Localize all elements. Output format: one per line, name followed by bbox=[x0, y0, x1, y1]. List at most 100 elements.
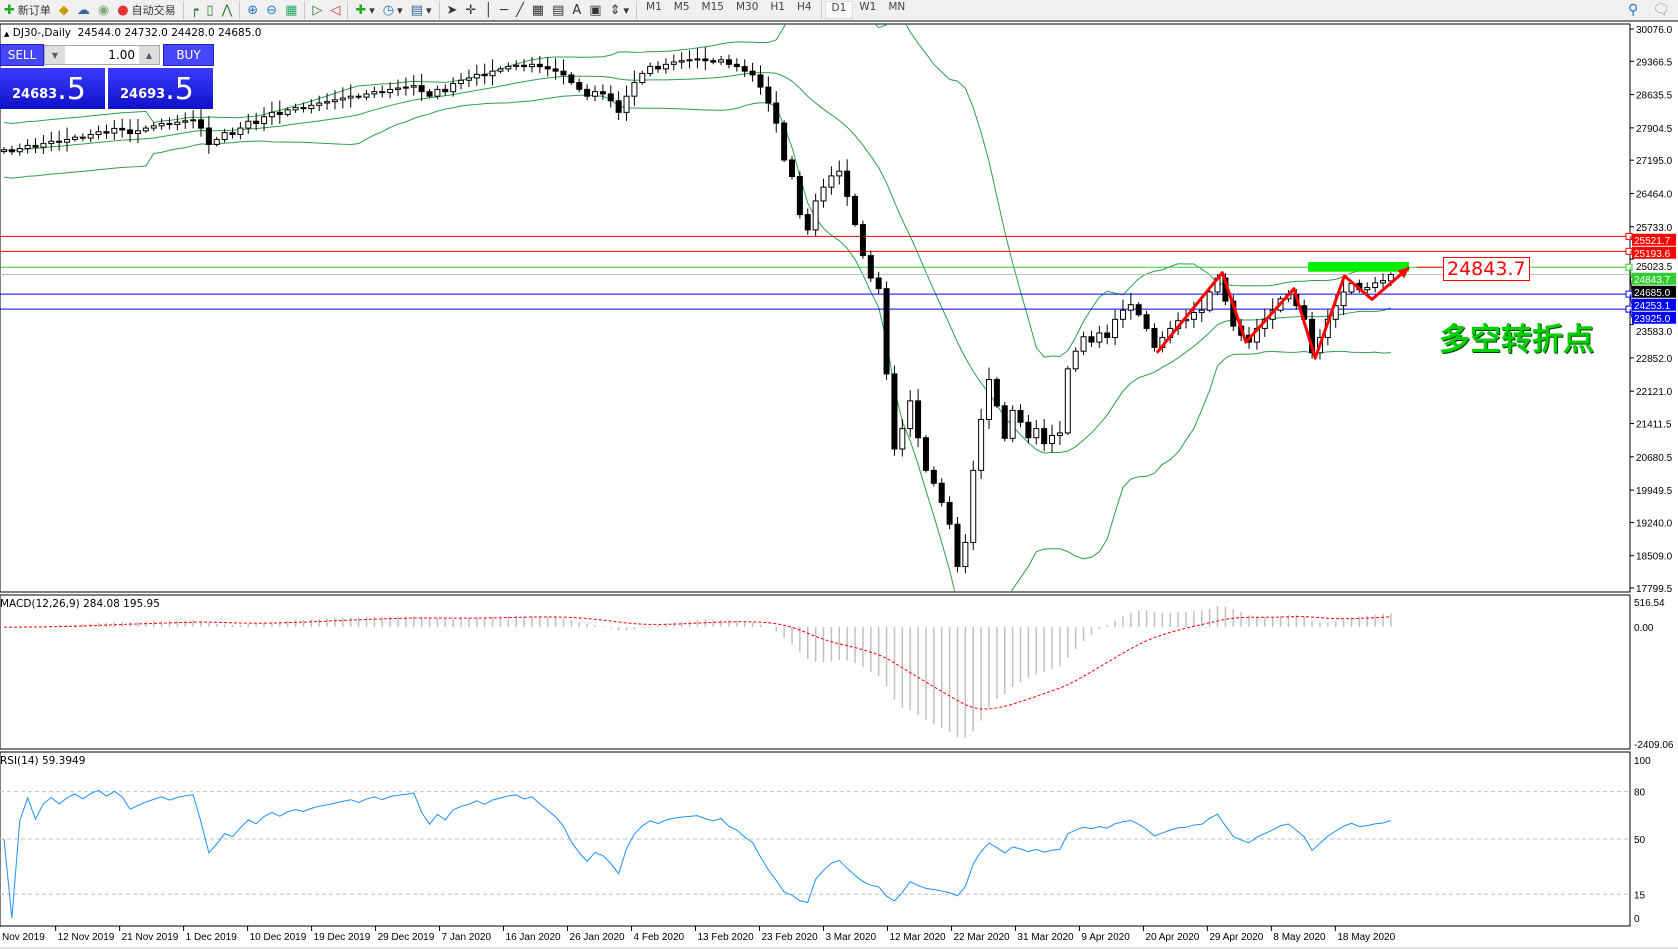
indicators-button[interactable]: ✚ ▾ bbox=[355, 2, 375, 18]
candle bbox=[662, 58, 669, 74]
line-chart-button[interactable]: ⋀ bbox=[218, 0, 237, 20]
candle-body bbox=[142, 127, 149, 132]
candle-body bbox=[765, 86, 772, 104]
candle-body bbox=[150, 125, 157, 129]
candle-body bbox=[1049, 434, 1056, 445]
candle bbox=[1096, 325, 1103, 348]
sell-button[interactable]: SELL bbox=[0, 44, 44, 66]
template-icon: ▤ bbox=[410, 2, 423, 18]
candle bbox=[1143, 310, 1150, 332]
candle bbox=[379, 85, 386, 98]
candle bbox=[442, 84, 449, 96]
horizontal-line-button[interactable]: ─ bbox=[496, 0, 512, 20]
signal-icon: ◉ bbox=[97, 2, 110, 18]
candle bbox=[615, 91, 622, 121]
candle bbox=[473, 64, 480, 86]
date-axis-label: 29 Dec 2019 bbox=[378, 932, 435, 943]
timeframe-m30[interactable]: M30 bbox=[735, 1, 759, 13]
candle-body bbox=[576, 82, 583, 90]
candle bbox=[702, 47, 709, 71]
toolbar-right: ⚲ 🗨 bbox=[1628, 2, 1670, 18]
candle bbox=[32, 138, 39, 154]
crosshair-icon: ✛ bbox=[465, 2, 477, 18]
buy-button[interactable]: BUY bbox=[163, 44, 214, 66]
zoom-in-button[interactable]: ⊕ bbox=[243, 0, 262, 20]
signals-button[interactable]: ◉ bbox=[94, 0, 113, 20]
date-axis-label: 12 Nov 2019 bbox=[58, 932, 115, 943]
timeframe-mn[interactable]: MN bbox=[888, 1, 906, 13]
equidistant-channel-button[interactable]: ▦ bbox=[528, 0, 548, 20]
timeframe-h4[interactable]: H4 bbox=[796, 1, 812, 13]
price-level-tag-text: 23925.0 bbox=[1634, 314, 1671, 325]
high-value: 24732.0 bbox=[124, 27, 168, 39]
tile-icon: ▦ bbox=[285, 2, 298, 18]
fibonacci-button[interactable]: ▤ bbox=[548, 0, 568, 20]
candlestick-button[interactable]: ▯ bbox=[202, 0, 217, 20]
sell-price[interactable]: 24683.5 bbox=[0, 68, 105, 109]
separator bbox=[438, 1, 440, 19]
candle-body bbox=[662, 63, 669, 70]
bollinger-mid-band bbox=[3, 72, 1392, 454]
crosshair-button[interactable]: ✛ bbox=[461, 0, 480, 20]
candle bbox=[213, 136, 220, 147]
candle-body bbox=[292, 107, 299, 111]
candle bbox=[79, 133, 86, 142]
auto-trading-button[interactable]: ● 自动交易 bbox=[113, 0, 179, 20]
timeframe-m1[interactable]: M1 bbox=[646, 1, 662, 13]
navigator-button[interactable]: ☁ bbox=[73, 0, 94, 20]
tag-connector bbox=[1629, 294, 1633, 305]
search-icon[interactable]: ⚲ bbox=[1627, 2, 1639, 18]
candle bbox=[623, 85, 630, 121]
candle-body bbox=[316, 102, 323, 106]
candle bbox=[182, 112, 189, 129]
candle-body bbox=[820, 186, 827, 202]
periods-button[interactable]: ◷ ▾ bbox=[382, 2, 403, 18]
trendline-button[interactable]: ╱ bbox=[512, 0, 528, 20]
timeframe-h1[interactable]: H1 bbox=[770, 1, 785, 13]
candle bbox=[284, 107, 291, 117]
timeframe-m15[interactable]: M15 bbox=[701, 1, 724, 13]
candle bbox=[205, 116, 212, 154]
price-level-tag bbox=[1632, 246, 1676, 259]
auto-scroll-button[interactable]: ▷ bbox=[308, 0, 326, 20]
candle bbox=[875, 271, 882, 294]
zoom-out-button[interactable]: ⊖ bbox=[262, 0, 281, 20]
templates-button[interactable]: ▤ ▾ bbox=[410, 2, 432, 18]
market-watch-button[interactable]: ◆ bbox=[55, 0, 73, 20]
candle bbox=[489, 59, 496, 86]
level-annotation-box[interactable]: 24843.7 bbox=[1443, 257, 1530, 281]
candle bbox=[521, 59, 528, 72]
increase-lot-button[interactable]: ▲ bbox=[139, 46, 159, 64]
date-axis-label: 18 May 2020 bbox=[1337, 932, 1395, 943]
turning-point-annotation[interactable]: 多空转折点 bbox=[1439, 322, 1594, 358]
price-level-tag bbox=[1632, 233, 1676, 246]
decrease-lot-button[interactable]: ▼ bbox=[45, 46, 65, 64]
arrows-button[interactable]: ⇕ ▾ bbox=[609, 2, 630, 18]
macd-panel-frame bbox=[0, 594, 1631, 750]
candle-body bbox=[1387, 273, 1394, 282]
candle bbox=[1135, 301, 1142, 317]
candle bbox=[395, 79, 401, 97]
chart-shift-button[interactable]: ◁ bbox=[326, 0, 344, 20]
new-order-button[interactable]: ✚ 新订单 bbox=[0, 0, 55, 20]
tile-windows-button[interactable]: ▦ bbox=[281, 0, 301, 20]
text-label-button[interactable]: ▣ bbox=[585, 0, 605, 20]
vertical-line-button[interactable]: │ bbox=[480, 0, 496, 20]
candle-body bbox=[718, 59, 725, 63]
candle-body bbox=[962, 541, 969, 568]
bar-chart-button[interactable]: ┍ bbox=[187, 0, 203, 20]
text-button[interactable]: A bbox=[568, 0, 585, 20]
chart-header: ▲ DJ30-,Daily 24544.0 24732.0 24428.0 24… bbox=[4, 27, 261, 39]
price-axis-label: 18509.0 bbox=[1636, 552, 1673, 563]
timeframe-m5[interactable]: M5 bbox=[673, 1, 690, 13]
timeframe-w1[interactable]: W1 bbox=[859, 1, 877, 13]
lot-size-input[interactable] bbox=[65, 48, 139, 62]
timeframe-bar: M1 M5 M15 M30 H1 H4 D1 W1 MN bbox=[640, 1, 911, 19]
timeframe-d1[interactable]: D1 bbox=[824, 1, 854, 19]
buy-price[interactable]: 24693.5 bbox=[108, 68, 213, 109]
collapse-arrow-icon[interactable]: ▲ bbox=[4, 30, 10, 38]
cursor-button[interactable]: ➤ bbox=[443, 0, 462, 20]
rsi-label: RSI(14) 59.3949 bbox=[0, 755, 86, 767]
chat-icon[interactable]: 🗨 bbox=[1652, 2, 1670, 18]
